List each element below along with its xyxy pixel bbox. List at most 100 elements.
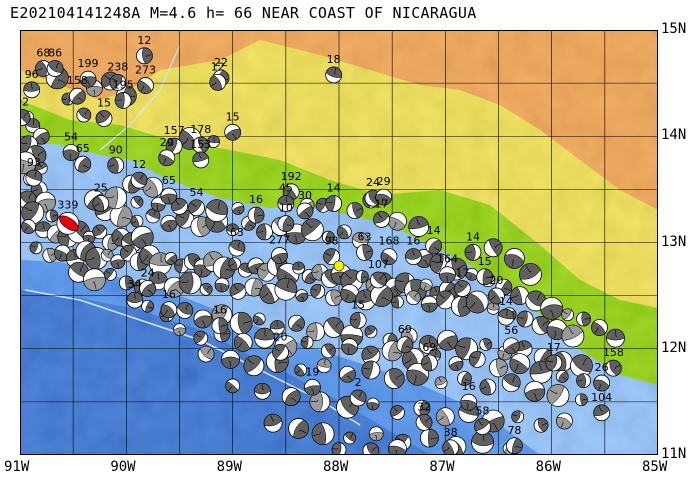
focal-mechanism (323, 317, 345, 338)
focal-mechanism (263, 413, 283, 433)
focal-mechanism (158, 149, 176, 167)
mechanism-depth-label: 30 (298, 189, 312, 202)
focal-mechanism (346, 202, 364, 220)
focal-mechanism (383, 368, 405, 389)
focal-mechanism (325, 289, 343, 307)
focal-mechanism (229, 311, 253, 335)
latitude-tick-label: 15N (661, 21, 687, 37)
focal-mechanism (336, 224, 352, 240)
focal-mechanism (606, 328, 625, 348)
river-line (99, 44, 181, 151)
mechanism-depth-label: 17 (547, 341, 561, 354)
mechanism-depth-label: 18 (327, 53, 341, 66)
mechanism-depth-label: 17 (375, 197, 389, 210)
mechanism-depth-label: 14 (427, 224, 441, 237)
focal-mechanism (349, 389, 367, 407)
focal-mechanism (269, 320, 285, 335)
focal-mechanism (76, 107, 92, 123)
focal-mechanism (118, 275, 134, 291)
mechanism-depth-label: 26 (595, 361, 609, 374)
mechanism-depth-label: 10 (279, 202, 293, 215)
longitude-tick-label: 88W (323, 459, 349, 475)
focal-mechanism (465, 290, 489, 314)
focal-mechanism (45, 209, 59, 223)
focal-mechanism (205, 199, 229, 223)
focal-mechanism (511, 410, 525, 424)
focal-mechanism (292, 261, 305, 275)
focal-mechanism (489, 358, 508, 378)
mechanism-depth-label: 20 (274, 330, 288, 343)
mechanism-depth-label: 158 (603, 346, 624, 359)
focal-mechanism (396, 336, 414, 354)
focal-mechanism (515, 340, 533, 358)
focal-mechanism (413, 399, 431, 417)
longitude-tick-label: 85W (642, 459, 668, 475)
focal-mechanism (109, 73, 127, 91)
focal-mechanism (373, 211, 390, 228)
focal-mechanism (83, 268, 106, 292)
focal-mechanism (476, 268, 494, 286)
mechanism-depth-label: 58 (476, 405, 490, 418)
focal-mechanism (62, 144, 80, 161)
focal-mechanism (221, 349, 240, 369)
focal-mechanism (310, 283, 326, 299)
focal-mechanism (247, 206, 265, 224)
focal-mechanism (331, 442, 347, 455)
mechanism-depth-label: 16 (249, 193, 263, 206)
focal-mechanism (501, 373, 521, 393)
focal-mechanism (192, 136, 210, 154)
focal-mechanism (479, 338, 493, 351)
mechanism-depth-label: 65 (76, 142, 90, 155)
focal-mechanism (95, 110, 113, 127)
focal-mechanism (130, 171, 148, 189)
mechanism-depth-label: 16 (462, 380, 476, 393)
focal-mechanism (137, 77, 154, 94)
focal-mechanism (391, 295, 404, 309)
focal-mechanism (139, 280, 156, 297)
mechanism-depth-label: 25 (94, 182, 108, 195)
map-border (20, 30, 658, 455)
mechanism-depth-label: 16 (213, 304, 227, 317)
mechanism-depth-label: 277 (269, 234, 290, 247)
mechanism-depth-label: 24 (141, 267, 155, 280)
focal-mechanism (79, 70, 97, 88)
mechanism-depth-label: 15 (478, 255, 492, 268)
mechanism-depth-label: 45 (279, 182, 293, 195)
latitude-tick-label: 12N (661, 339, 687, 356)
focal-mechanism (604, 359, 622, 377)
focal-mechanism (576, 311, 591, 327)
mechanism-depth-label: 199 (78, 57, 99, 70)
focal-mechanism (214, 277, 230, 293)
focal-mechanism (420, 354, 438, 372)
focal-mechanism (69, 87, 86, 105)
mechanism-depth-label: 273 (135, 64, 156, 77)
focal-mechanism (199, 282, 213, 296)
focal-mechanism (211, 317, 229, 335)
focal-mechanism (351, 231, 369, 249)
focal-mechanism (160, 187, 178, 205)
focal-mechanism (20, 109, 31, 126)
mechanism-depth-label: 17 (455, 267, 469, 280)
focal-mechanism (556, 412, 573, 430)
focal-mechanism (570, 354, 593, 378)
focal-mechanism (109, 204, 133, 228)
focal-mechanism (176, 302, 194, 319)
mechanism-depth-label: 107 (368, 258, 389, 271)
focal-mechanism (420, 295, 438, 313)
focal-mechanism (296, 202, 314, 220)
focal-mechanism (173, 323, 186, 337)
mechanism-depth-label: 69 (398, 323, 412, 336)
mechanism-depth-label: 195 (113, 78, 134, 91)
focal-mechanism (545, 354, 563, 372)
focal-mechanism (304, 378, 321, 396)
latitude-tick-label: 13N (661, 233, 687, 250)
focal-mechanism (390, 405, 405, 420)
focal-mechanism (145, 208, 161, 224)
focal-mechanism (165, 137, 183, 155)
latitude-tick-label: 11N (661, 446, 687, 462)
focal-mechanism (188, 199, 205, 217)
focal-mechanism (343, 431, 357, 445)
focal-mechanism (321, 230, 335, 244)
focal-mechanism (21, 219, 36, 234)
focal-mechanism (524, 380, 546, 402)
